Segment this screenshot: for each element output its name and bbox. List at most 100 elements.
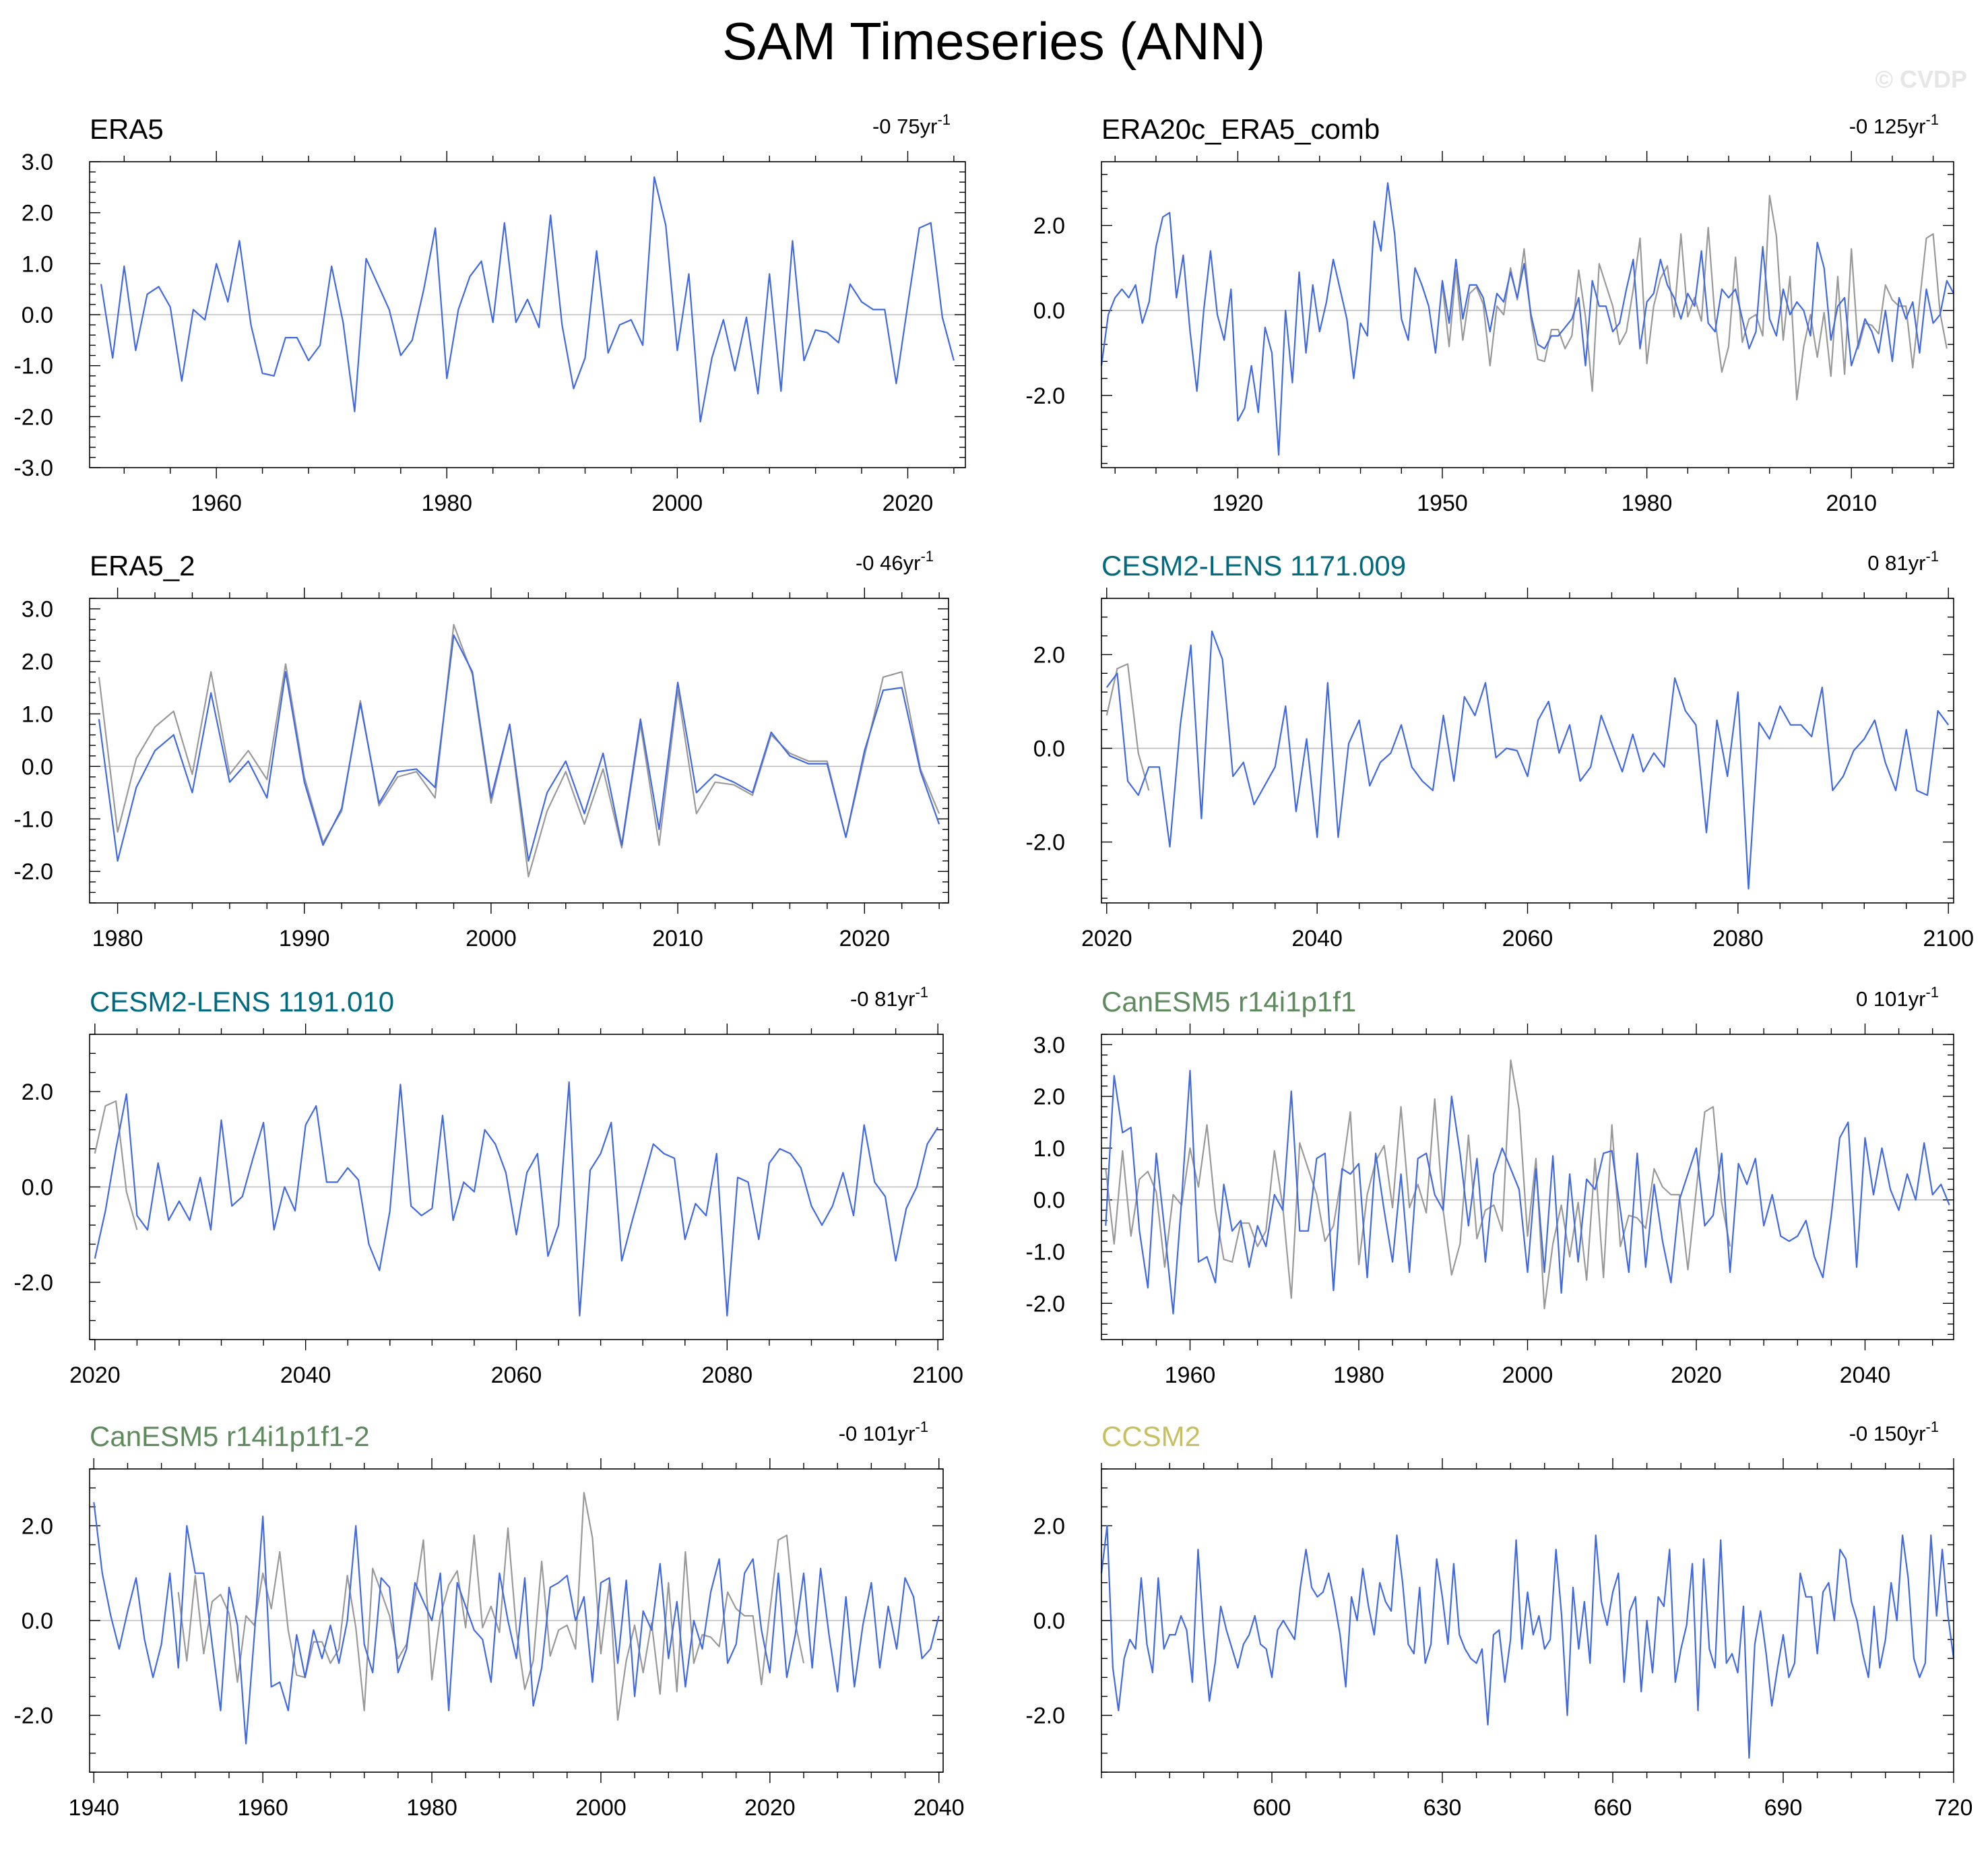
- panel-2: ERA20c_ERA5_comb -0 125yr-1 -2.0 0.0 2.0 1920…: [1025, 111, 1954, 516]
- plot-frame: [1101, 1468, 1954, 1773]
- trend-label: -0 75yr-1: [872, 111, 951, 138]
- panel-title: CCSM2: [1101, 1420, 1200, 1452]
- trend-exponent: -1: [937, 111, 951, 128]
- y-tick-label: -2.0: [13, 1270, 53, 1296]
- model-series-line: [1105, 630, 1950, 890]
- observation-series-line: [1105, 1059, 1731, 1310]
- panel-5: CESM2-LENS 1191.010 -0 81yr-1 -2.0 0.0 2.0 20…: [13, 984, 963, 1388]
- observation-series-line: [94, 1100, 138, 1230]
- trend-label: -0 101yr-1: [839, 1418, 928, 1445]
- trend-label: -0 81yr-1: [850, 984, 928, 1011]
- x-tick-label: 2020: [1081, 926, 1132, 951]
- trend-exponent: -1: [920, 548, 934, 565]
- trend-label: 0 101yr-1: [1856, 984, 1939, 1011]
- x-tick-label: 1960: [1165, 1362, 1216, 1388]
- panel-title: ERA5_2: [90, 550, 195, 582]
- x-tick-label: 2020: [69, 1362, 121, 1388]
- x-tick-label: 2010: [1826, 491, 1877, 516]
- plot-frame: [89, 1468, 944, 1773]
- trend-exponent: -1: [1925, 111, 1939, 128]
- model-series-line: [98, 634, 940, 862]
- y-tick-label: 0.0: [1033, 299, 1065, 324]
- panel-title: CanESM5 r14i1p1f1-2: [90, 1420, 370, 1452]
- y-tick-label: 0.0: [22, 1175, 53, 1201]
- plot-frame: [89, 598, 949, 904]
- trend-label: -0 46yr-1: [856, 548, 934, 575]
- y-tick-label: 2.0: [1033, 1084, 1065, 1110]
- y-tick-label: -2.0: [1025, 1703, 1065, 1729]
- x-tick-label: 660: [1594, 1795, 1632, 1821]
- x-tick-label: 2040: [1840, 1362, 1891, 1388]
- model-series-line: [94, 1081, 939, 1317]
- x-tick-label: 2020: [744, 1795, 796, 1821]
- panel-6: CanESM5 r14i1p1f1 0 101yr-1 -2.0 -1.0 0.0 1.0…: [1025, 984, 1954, 1388]
- x-tick-label: 2020: [883, 491, 934, 516]
- y-tick-label: 1.0: [22, 701, 53, 727]
- y-tick-label: -1.0: [13, 354, 53, 379]
- y-tick-label: -2.0: [1025, 383, 1065, 409]
- x-tick-label: 2080: [1712, 926, 1764, 951]
- trend-exponent: -1: [1925, 1418, 1939, 1435]
- x-tick-label: 2000: [1502, 1362, 1553, 1388]
- panel-4: CESM2-LENS 1171.009 0 81yr-1 -2.0 0.0 2.0 202…: [1025, 548, 1974, 951]
- x-tick-label: 1980: [1622, 491, 1673, 516]
- trend-label: -0 125yr-1: [1849, 111, 1939, 138]
- x-tick-label: 1960: [191, 491, 242, 516]
- trend-exponent: -1: [915, 1418, 928, 1435]
- x-tick-label: 2020: [1671, 1362, 1722, 1388]
- watermark: © CVDP: [1875, 65, 1967, 93]
- x-tick-label: 2080: [702, 1362, 753, 1388]
- panel-title: CESM2-LENS 1171.009: [1101, 550, 1406, 582]
- y-tick-label: 2.0: [1033, 642, 1065, 668]
- y-tick-label: 2.0: [1033, 214, 1065, 239]
- plot-frame: [1101, 598, 1954, 904]
- y-tick-label: -1.0: [1025, 1239, 1065, 1265]
- x-tick-label: 2060: [1502, 926, 1553, 951]
- observation-series-line: [1105, 663, 1150, 791]
- observation-series-line: [98, 623, 940, 878]
- x-tick-label: 2100: [912, 1362, 963, 1388]
- x-tick-label: 2000: [575, 1795, 627, 1821]
- y-tick-label: 1.0: [22, 251, 53, 277]
- x-tick-label: 1920: [1213, 491, 1264, 516]
- panel-title: CESM2-LENS 1191.010: [90, 986, 394, 1017]
- x-tick-label: 1980: [421, 491, 472, 516]
- y-tick-label: 3.0: [22, 597, 53, 623]
- x-tick-label: 1960: [237, 1795, 288, 1821]
- observation-series-line: [1441, 195, 1948, 401]
- plot-frame: [89, 161, 966, 468]
- plot-frame: [1101, 1034, 1954, 1340]
- y-tick-label: 0.0: [1033, 1608, 1065, 1634]
- panel-title: ERA20c_ERA5_comb: [1101, 113, 1380, 145]
- x-tick-label: 2010: [652, 926, 703, 951]
- x-tick-label: 2000: [466, 926, 517, 951]
- page-title: SAM Timeseries (ANN): [722, 11, 1265, 71]
- y-tick-label: 0.0: [22, 303, 53, 328]
- model-series-line: [1100, 1525, 1955, 1759]
- trend-exponent: -1: [1925, 548, 1939, 565]
- y-tick-label: -2.0: [1025, 830, 1065, 856]
- model-series-line: [1100, 182, 1954, 456]
- trend-label: 0 81yr-1: [1867, 548, 1939, 575]
- panel-3: ERA5_2 -0 46yr-1 -2.0 -1.0 0.0 1.0 2.0 3.0 1980 1…: [13, 548, 949, 951]
- y-tick-label: -1.0: [13, 807, 53, 832]
- x-tick-label: 1980: [92, 926, 143, 951]
- x-tick-label: 2040: [280, 1362, 331, 1388]
- y-tick-label: 2.0: [1033, 1513, 1065, 1539]
- x-tick-label: 630: [1423, 1795, 1462, 1821]
- y-tick-label: 0.0: [1033, 736, 1065, 762]
- model-series-line: [1105, 1069, 1950, 1315]
- observation-series-line: [177, 1492, 805, 1721]
- plot-frame: [1101, 161, 1954, 468]
- y-tick-label: 0.0: [22, 1608, 53, 1634]
- x-tick-label: 1950: [1417, 491, 1468, 516]
- x-tick-label: 2100: [1923, 926, 1974, 951]
- y-tick-label: 3.0: [22, 150, 53, 175]
- trend-label: -0 150yr-1: [1849, 1418, 1939, 1445]
- x-tick-label: 2000: [652, 491, 703, 516]
- y-tick-label: -2.0: [13, 404, 53, 430]
- panel-1: ERA5 -0 75yr-1 -3.0 -2.0 -1.0 0.0 1.0 2.0 3.0 196…: [13, 111, 966, 516]
- y-tick-label: 3.0: [1033, 1032, 1065, 1058]
- trend-exponent: -1: [1925, 984, 1939, 1001]
